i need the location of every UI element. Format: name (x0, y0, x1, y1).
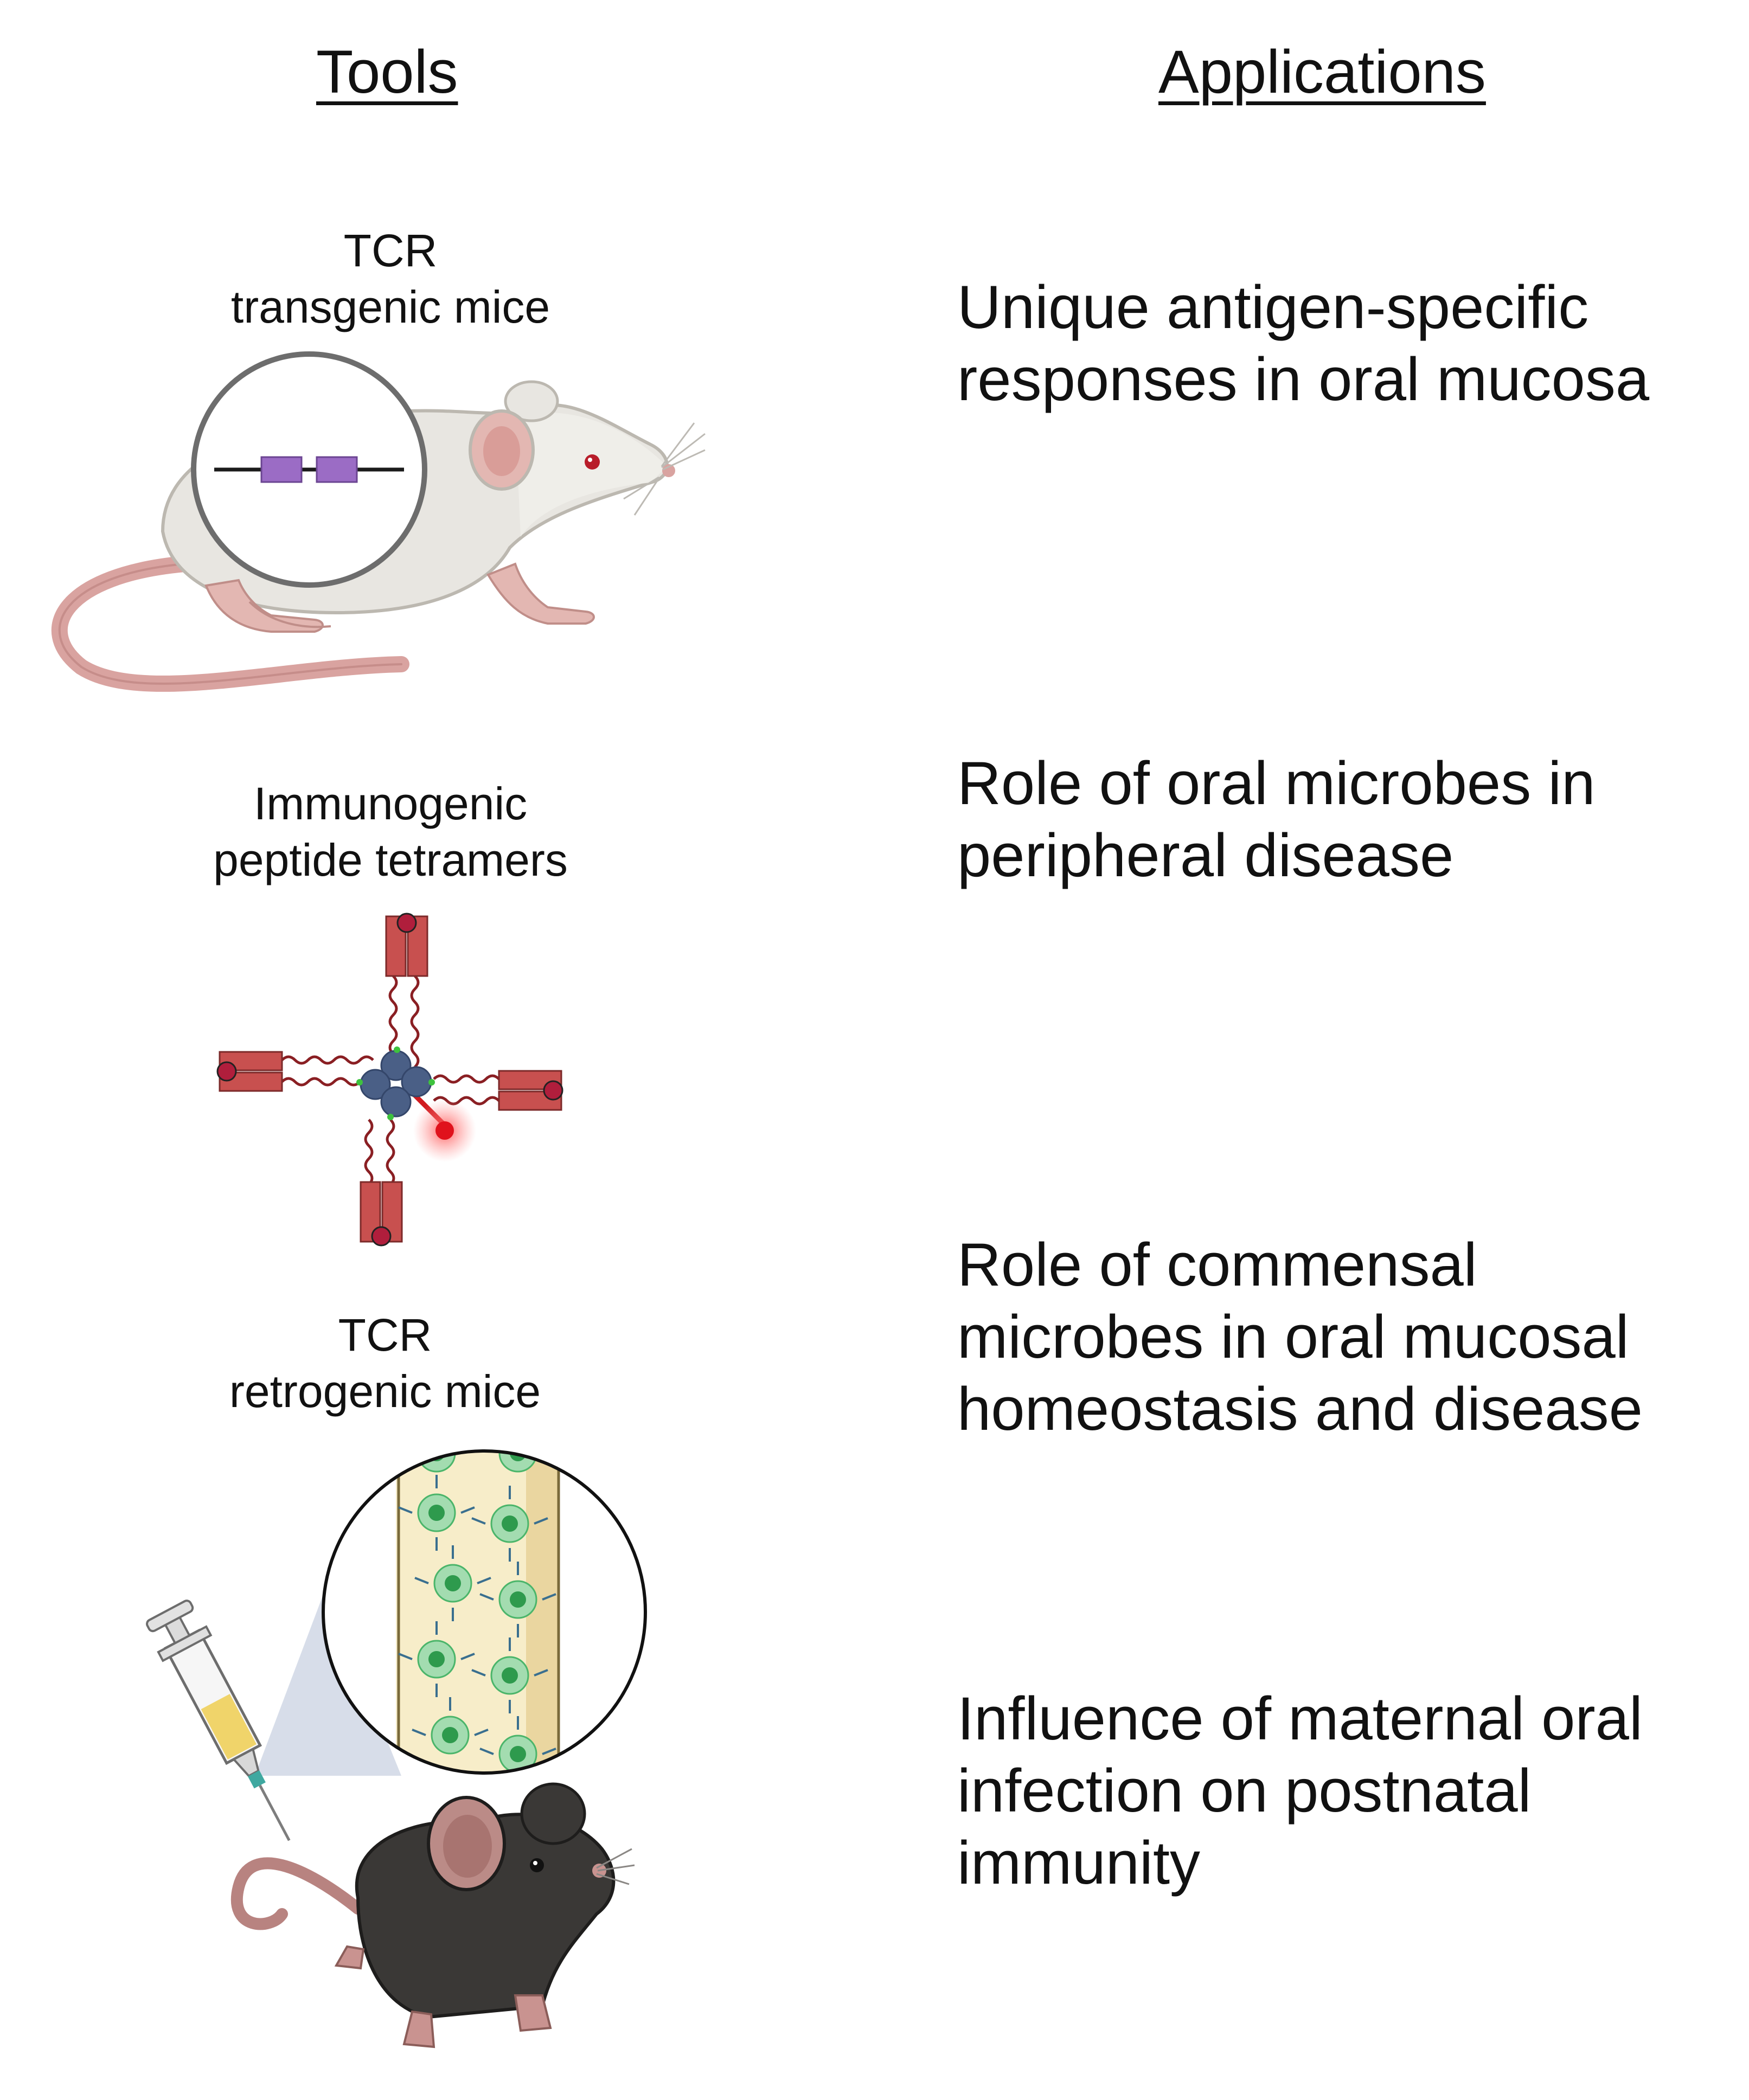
mouse-nose (662, 464, 675, 477)
tool-label-line: transgenic mice (230, 281, 550, 332)
tool-label-line: TCR (343, 225, 438, 276)
tool-label-tcr-retrogenic: TCR retrogenic mice (174, 1307, 597, 1420)
tool-label-line: TCR (338, 1309, 432, 1360)
mhc-molecule-bottom (360, 1181, 403, 1247)
application-item: Role of commensal microbes in oral mucos… (957, 1229, 1643, 1445)
application-line: Unique antigen-specific (957, 273, 1589, 341)
tool-label-line: retrogenic mice (229, 1366, 541, 1417)
application-line: Role of oral microbes in (957, 749, 1596, 817)
black-mouse-ear-back (520, 1782, 586, 1845)
inset-projection (255, 1589, 401, 1776)
streptavidin-core (360, 1050, 432, 1118)
fluorophore (435, 1121, 454, 1140)
tool-label-line: peptide tetramers (213, 834, 568, 885)
mouse-front-leg (486, 562, 595, 625)
application-line: Role of commensal (957, 1231, 1477, 1299)
black-mouse-feet (334, 1945, 552, 2048)
mouse-eye (585, 454, 600, 470)
application-item: Unique antigen-specific responses in ora… (957, 271, 1649, 415)
tool-label-line: Immunogenic (253, 778, 528, 829)
syringe (146, 1600, 291, 1841)
transgene-box-2 (316, 456, 358, 483)
application-line: microbes in oral mucosal (957, 1303, 1629, 1371)
black-mouse-eye (530, 1858, 544, 1872)
application-item: Role of oral microbes in peripheral dise… (957, 747, 1596, 891)
black-mouse-tail (230, 1857, 364, 1930)
tool-label-tcr-transgenic: TCR transgenic mice (179, 222, 602, 335)
mhc-molecule-left (216, 1051, 283, 1092)
tool-label-peptide-tetramers: Immunogenic peptide tetramers (179, 775, 602, 888)
application-line: peripheral disease (957, 821, 1454, 889)
application-line: Influence of maternal oral (957, 1685, 1643, 1752)
transgene-box-1 (260, 456, 303, 483)
application-line: responses in oral mucosa (957, 345, 1650, 413)
mhc-molecule-right (498, 1070, 563, 1111)
mouse-ear-back (504, 380, 559, 422)
mhc-molecule-top (385, 913, 428, 977)
application-line: immunity (957, 1829, 1201, 1897)
application-line: infection on postnatal (957, 1757, 1532, 1825)
applications-heading: Applications (1158, 38, 1486, 106)
application-line: homeostasis and disease (957, 1375, 1643, 1443)
tools-heading: Tools (316, 38, 458, 106)
application-item: Influence of maternal oral infection on … (957, 1682, 1643, 1899)
